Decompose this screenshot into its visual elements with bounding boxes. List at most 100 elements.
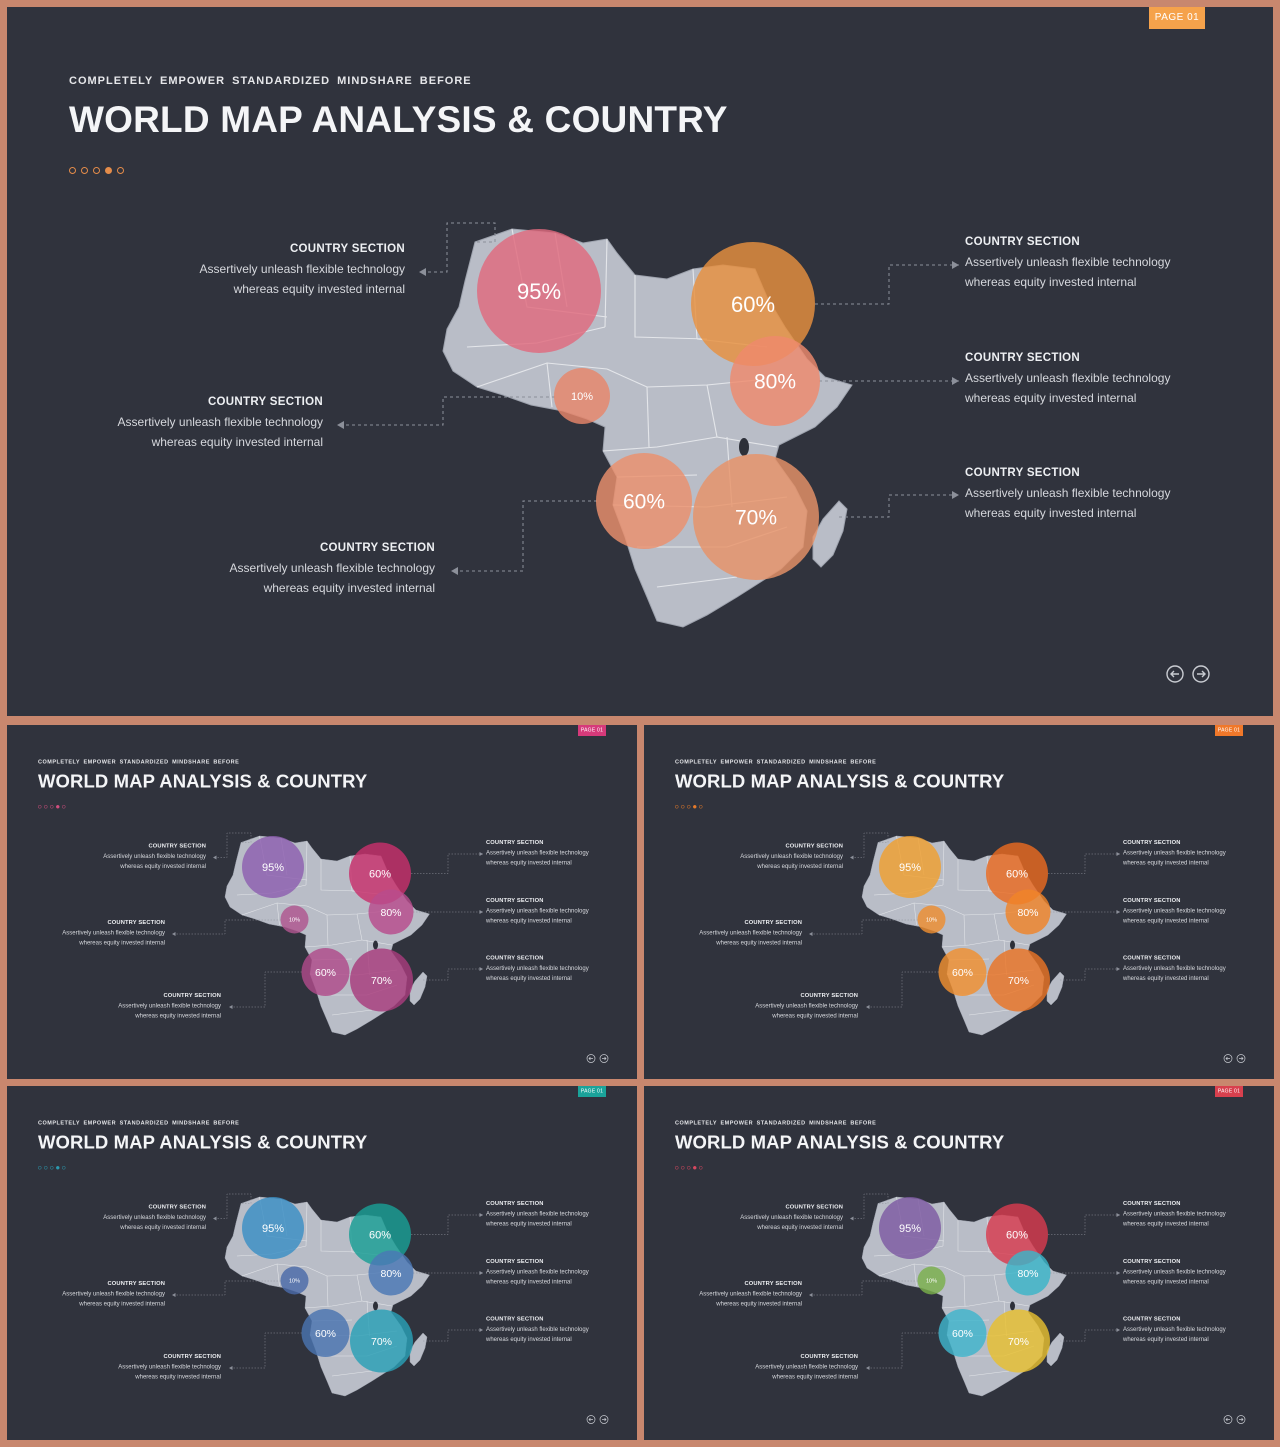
- bubble-label: 70%: [371, 1336, 392, 1348]
- section-text-line: whereas equity invested internal: [772, 1373, 858, 1380]
- progress-dot: [69, 167, 76, 174]
- connector-arrow: [952, 491, 959, 499]
- madagascar-map: [1046, 1332, 1065, 1367]
- data-bubble: [349, 1203, 411, 1266]
- connector-arrow: [229, 1366, 233, 1370]
- section-heading: COUNTRY SECTION: [1123, 955, 1181, 961]
- arrow-left-circle-icon[interactable]: [586, 1415, 596, 1424]
- country-section-label: COUNTRY SECTION Assertively unleash flexi…: [486, 953, 601, 983]
- data-bubble: [350, 1309, 413, 1373]
- country-border: [634, 275, 708, 340]
- section-heading: COUNTRY SECTION: [486, 839, 544, 846]
- madagascar-map: [1046, 971, 1065, 1006]
- connector-arrow: [809, 1293, 813, 1297]
- data-bubble: [987, 948, 1050, 1012]
- section-text-line: whereas equity invested internal: [486, 859, 572, 866]
- bubble-label: 10%: [571, 391, 593, 403]
- progress-dot: [693, 1166, 697, 1170]
- page-tag: PAGE 01: [1149, 7, 1205, 29]
- arrow-left-circle-icon[interactable]: [1166, 665, 1184, 683]
- bubble-label: 60%: [731, 292, 775, 317]
- section-heading: COUNTRY SECTION: [744, 919, 802, 926]
- connector-arrow: [337, 421, 344, 429]
- connector-line: [229, 971, 302, 1008]
- connector-arrow: [1116, 1328, 1120, 1332]
- bubble-label: 70%: [1008, 975, 1029, 987]
- arrow-right-circle-icon[interactable]: [599, 1054, 609, 1063]
- section-text-line: Assertively unleash flexible technology: [229, 561, 435, 575]
- country-section-label: COUNTRY SECTION Assertively unleash flexi…: [1123, 953, 1238, 983]
- connector-line: [451, 500, 597, 572]
- arrow-left-circle-icon[interactable]: [586, 1054, 596, 1063]
- country-section-label: COUNTRY SECTION Assertively unleash flexi…: [227, 538, 435, 598]
- country-border: [913, 1263, 917, 1287]
- section-heading: COUNTRY SECTION: [148, 1204, 206, 1210]
- section-heading: COUNTRY SECTION: [744, 1280, 802, 1287]
- data-bubble: [730, 336, 820, 426]
- progress-dot: [38, 805, 42, 809]
- data-bubble: [917, 905, 946, 934]
- arrow-right-circle-icon[interactable]: [599, 1415, 609, 1424]
- data-bubble: [596, 453, 692, 549]
- connector-line: [809, 1280, 918, 1296]
- country-border: [968, 1370, 1010, 1377]
- section-text-line: Assertively unleash flexible technology: [486, 1210, 589, 1217]
- section-text-line: Assertively unleash flexible technology: [199, 262, 405, 276]
- connector-arrow: [850, 1216, 854, 1221]
- arrow-left-circle-icon[interactable]: [1223, 1415, 1233, 1424]
- country-section-label: COUNTRY SECTION Assertively unleash flexi…: [61, 1279, 165, 1309]
- section-text-line: whereas equity invested internal: [233, 282, 405, 296]
- lake-victoria: [373, 940, 378, 950]
- section-text-line: Assertively unleash flexible technology: [755, 1002, 858, 1009]
- slide-3: PAGE 01 COMPLETELY EMPOWER STANDARDIZED M…: [644, 725, 1274, 1079]
- data-bubble: [477, 229, 601, 353]
- arrow-right-circle-icon[interactable]: [1236, 1415, 1246, 1424]
- section-heading: COUNTRY SECTION: [486, 1258, 544, 1265]
- arrow-left-circle-icon[interactable]: [1223, 1054, 1233, 1063]
- arrow-right-circle-icon[interactable]: [1236, 1054, 1246, 1063]
- country-border: [320, 859, 358, 892]
- country-section-label: COUNTRY SECTION Assertively unleash flexi…: [1123, 1314, 1238, 1344]
- data-bubble: [349, 842, 411, 905]
- section-heading: COUNTRY SECTION: [785, 843, 843, 849]
- bubble-label: 80%: [1017, 1268, 1038, 1280]
- country-border: [957, 1220, 995, 1253]
- section-heading: COUNTRY SECTION: [1123, 839, 1181, 846]
- section-text-line: Assertively unleash flexible technology: [62, 1290, 165, 1297]
- section-text-line: Assertively unleash flexible technology: [486, 907, 589, 914]
- country-section-label: COUNTRY SECTION Assertively unleash flexi…: [698, 918, 802, 948]
- bubble-label: 60%: [315, 967, 336, 979]
- section-text-line: Assertively unleash flexible technology: [740, 852, 843, 860]
- section-text-line: whereas equity invested internal: [1123, 1220, 1209, 1227]
- connector-arrow: [952, 261, 959, 269]
- connector-line: [423, 968, 483, 981]
- section-text-line: whereas equity invested internal: [965, 275, 1137, 289]
- section-text-line: whereas equity invested internal: [135, 1373, 221, 1380]
- connector-line: [229, 1332, 302, 1369]
- slide-2: PAGE 01 COMPLETELY EMPOWER STANDARDIZED M…: [7, 725, 637, 1079]
- section-heading: COUNTRY SECTION: [965, 467, 1081, 479]
- connector-line: [411, 1214, 483, 1235]
- slide-subtitle: COMPLETELY EMPOWER STANDARDIZED MINDSHAR…: [38, 1120, 240, 1126]
- country-section-label: COUNTRY SECTION Assertively unleash flexi…: [965, 348, 1195, 408]
- connector-arrow: [1116, 910, 1120, 914]
- section-text-line: whereas equity invested internal: [79, 939, 165, 946]
- country-section-label: COUNTRY SECTION Assertively unleash flexi…: [1123, 838, 1238, 868]
- country-section-label: COUNTRY SECTION Assertively unleash flexi…: [117, 991, 221, 1021]
- connector-arrow: [866, 1366, 870, 1370]
- country-section-label: COUNTRY SECTION Assertively unleash flexi…: [1123, 1199, 1238, 1229]
- data-bubble: [554, 368, 610, 424]
- bubble-label: 95%: [262, 862, 284, 874]
- progress-dot: [687, 805, 691, 809]
- arrow-right-circle-icon[interactable]: [1192, 665, 1210, 683]
- section-heading: COUNTRY SECTION: [965, 352, 1081, 364]
- country-border: [656, 576, 738, 588]
- country-border: [331, 1370, 373, 1377]
- progress-dot: [93, 167, 100, 174]
- connector-arrow: [952, 377, 959, 385]
- data-bubble: [938, 948, 987, 996]
- madagascar-map: [409, 971, 428, 1006]
- section-text-line: whereas equity invested internal: [486, 1335, 572, 1343]
- connector-line: [172, 1280, 281, 1296]
- country-section-label: COUNTRY SECTION Assertively unleash flexi…: [197, 239, 405, 299]
